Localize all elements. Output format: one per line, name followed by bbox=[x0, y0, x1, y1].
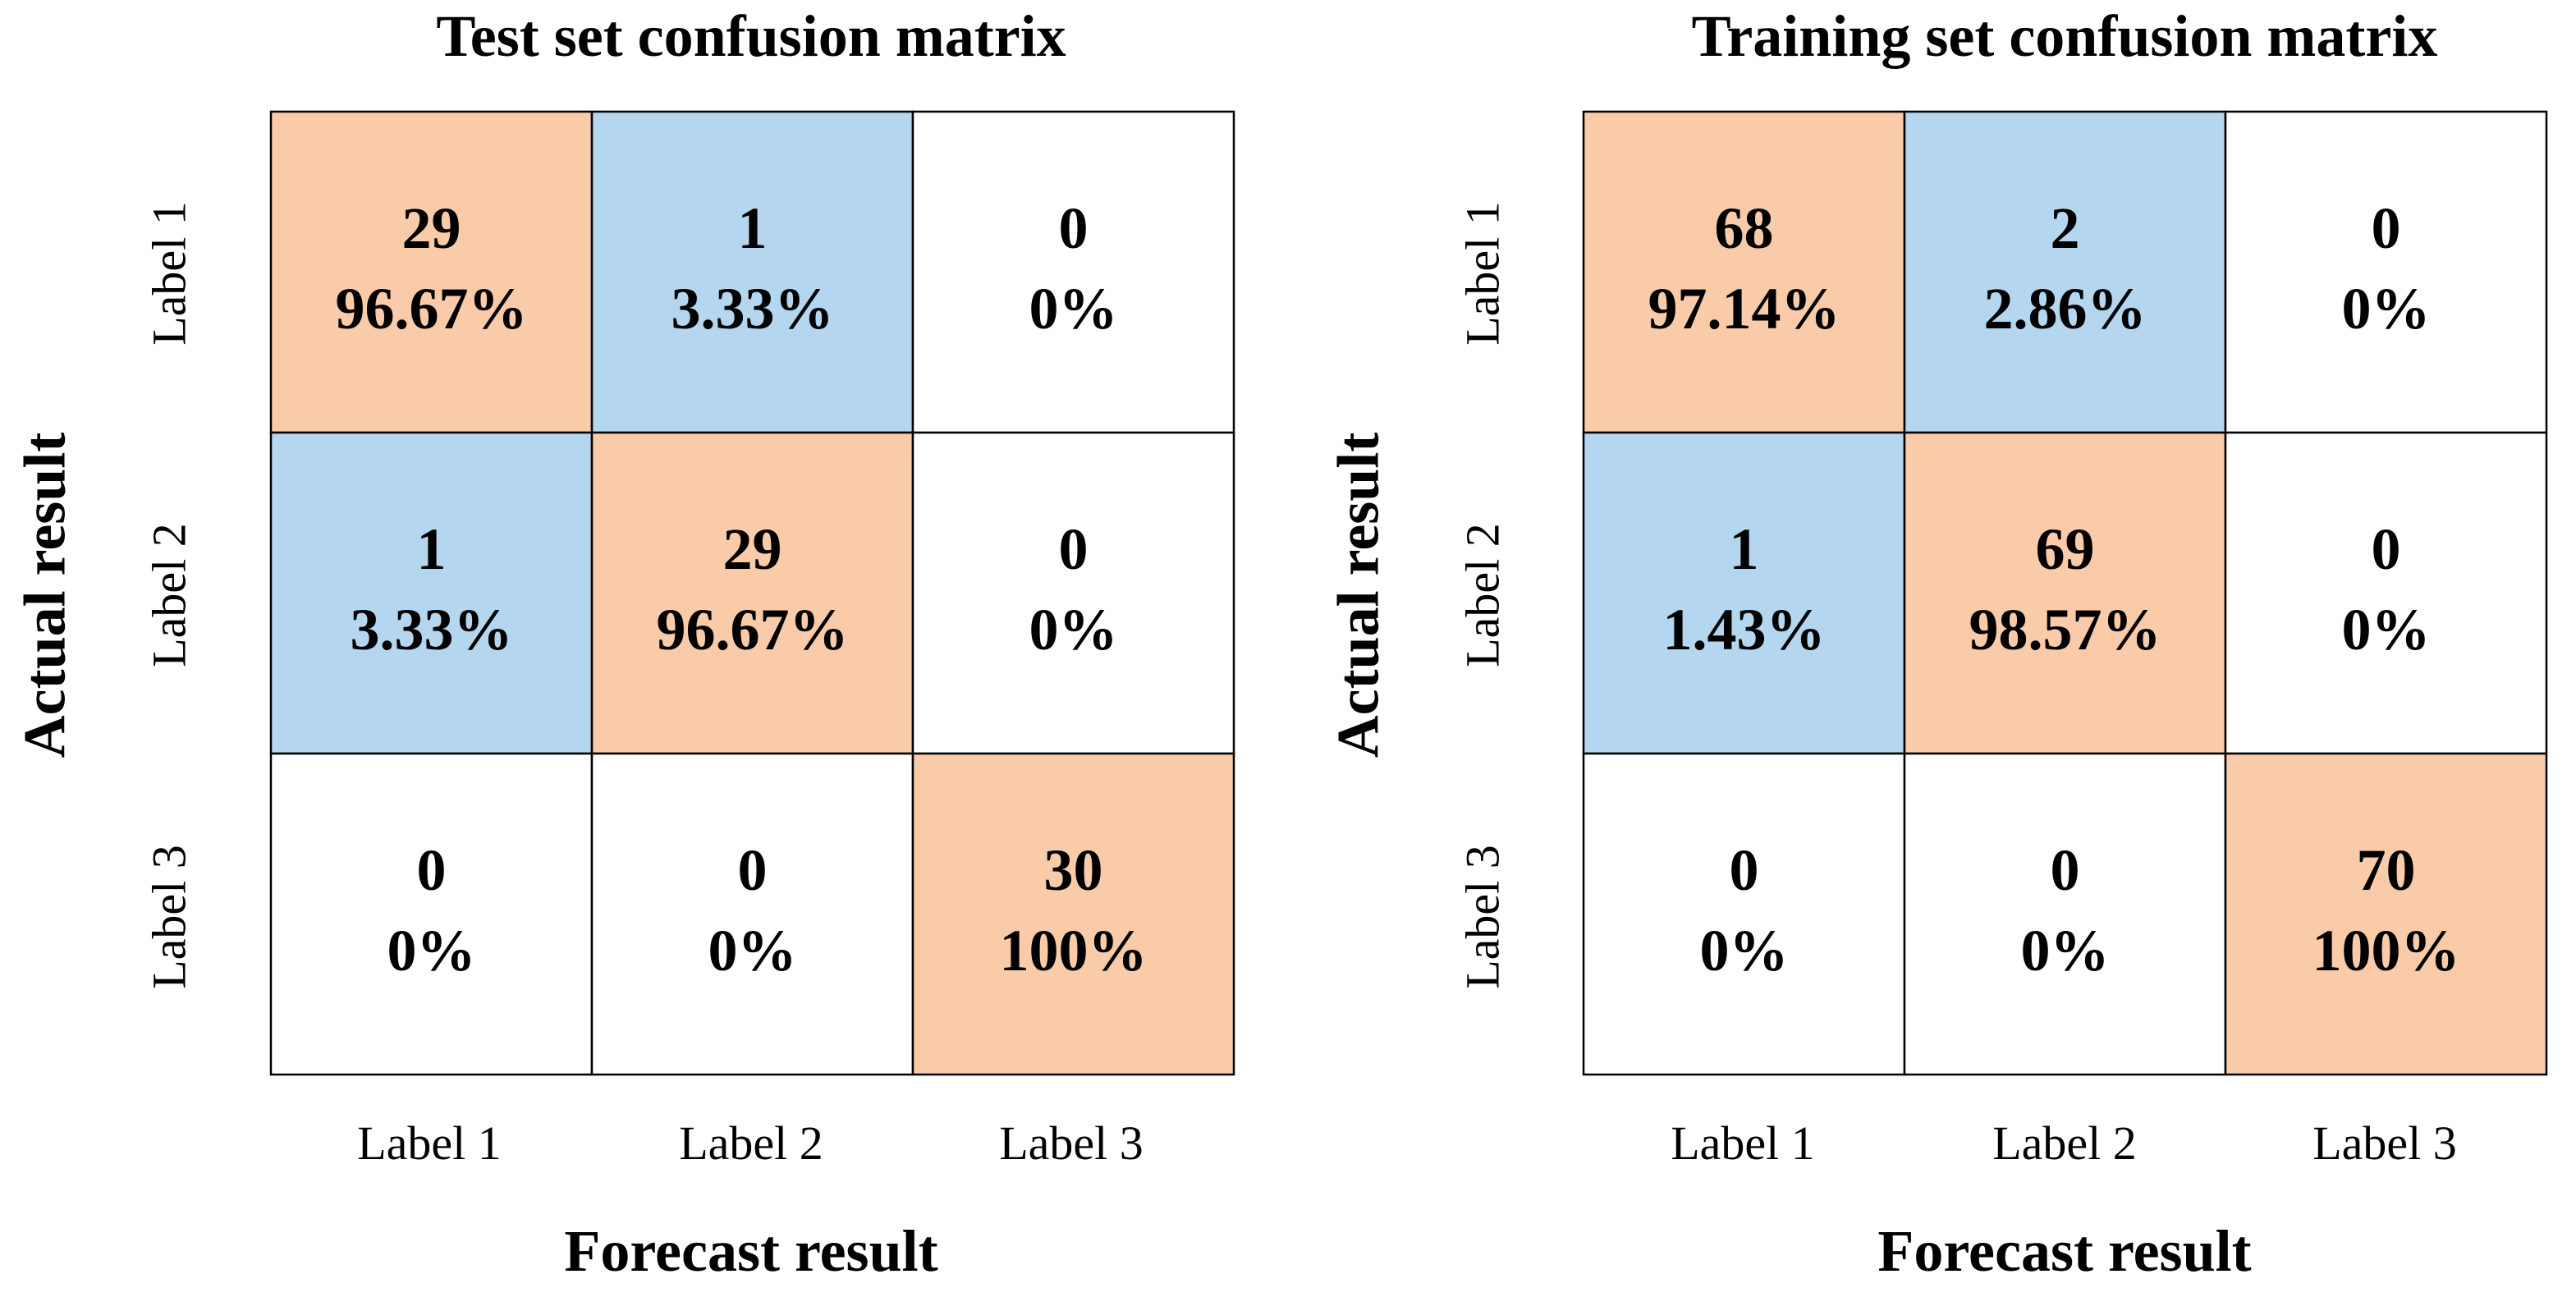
test-cell-3-3 bbox=[911, 752, 1235, 1076]
training-cell-percent-1-1: 97.14% bbox=[1648, 276, 1840, 341]
training-cell-3-3 bbox=[2224, 752, 2548, 1076]
training-matrix: 68 97.14% 2 2.86% 0 0% 1 1.43% 69 98.57% 0 0% 0 0% 0 0%… bbox=[1582, 110, 2548, 1076]
training-y-tick-2: Label 2 bbox=[1455, 523, 1509, 667]
test-cell-percent-3-2: 0% bbox=[708, 918, 797, 983]
test-cell-percent-1-1: 96.67% bbox=[336, 276, 528, 341]
training-cell-count-3-1: 0 bbox=[1730, 837, 1759, 903]
test-cell-percent-2-1: 3.33% bbox=[351, 597, 513, 662]
test-cell-count-3-2: 0 bbox=[738, 837, 768, 903]
test-cell-percent-1-3: 0% bbox=[1029, 276, 1118, 341]
test-cell-count-1-1: 29 bbox=[402, 195, 461, 261]
training-cell-1-1 bbox=[1582, 110, 1906, 434]
test-y-tick-1: Label 1 bbox=[142, 201, 195, 346]
test-cell-count-1-3: 0 bbox=[1059, 195, 1089, 261]
training-title: Training set confusion matrix bbox=[1692, 3, 2438, 69]
training-x-tick-3: Label 3 bbox=[2312, 1116, 2457, 1170]
training-cell-percent-2-1: 1.43% bbox=[1663, 597, 1826, 662]
training-cell-1-3 bbox=[2224, 110, 2548, 434]
training-cell-percent-2-2: 98.57% bbox=[1969, 597, 2161, 662]
training-cell-count-3-3: 70 bbox=[2357, 837, 2416, 903]
training-cell-1-2 bbox=[1903, 110, 2227, 434]
training-y-tick-1: Label 1 bbox=[1455, 201, 1509, 346]
training-x-tick-2: Label 2 bbox=[1992, 1116, 2137, 1170]
test-cell-1-2 bbox=[590, 110, 914, 434]
test-panel: Test set confusion matrix 29 96.67% 1 3.33%… bbox=[12, 3, 1235, 1284]
training-cell-percent-3-1: 0% bbox=[1700, 918, 1789, 983]
training-cell-count-3-2: 0 bbox=[2051, 837, 2080, 903]
training-y-axis-title: Actual result bbox=[1326, 433, 1391, 758]
test-cell-count-3-3: 30 bbox=[1044, 837, 1103, 903]
test-x-tick-3: Label 3 bbox=[999, 1116, 1144, 1170]
test-x-tick-2: Label 2 bbox=[679, 1116, 823, 1170]
test-cell-percent-1-2: 3.33% bbox=[672, 276, 834, 341]
test-cell-count-3-1: 0 bbox=[417, 837, 447, 903]
test-cell-2-1 bbox=[269, 431, 594, 755]
training-y-tick-3: Label 3 bbox=[1455, 845, 1509, 989]
training-cell-count-1-2: 2 bbox=[2051, 195, 2080, 261]
training-cell-count-1-3: 0 bbox=[2372, 195, 2401, 261]
test-cell-1-3 bbox=[911, 110, 1235, 434]
training-cell-percent-2-3: 0% bbox=[2342, 597, 2431, 662]
test-y-axis-title: Actual result bbox=[12, 433, 78, 758]
test-cell-2-3 bbox=[911, 431, 1235, 755]
training-cell-count-2-3: 0 bbox=[2372, 516, 2401, 582]
training-x-tick-1: Label 1 bbox=[1671, 1116, 1815, 1170]
test-y-tick-3: Label 3 bbox=[142, 845, 195, 989]
test-cell-count-2-2: 29 bbox=[723, 516, 782, 582]
test-cell-count-1-2: 1 bbox=[738, 195, 768, 261]
test-cell-2-2 bbox=[590, 431, 914, 755]
test-cell-3-2 bbox=[590, 752, 914, 1076]
training-cell-2-1 bbox=[1582, 431, 1906, 755]
training-panel: Training set confusion matrix 68 97.14% 2 2… bbox=[1326, 3, 2548, 1284]
training-cell-percent-1-3: 0% bbox=[2342, 276, 2431, 341]
training-cell-count-1-1: 68 bbox=[1715, 195, 1774, 261]
training-cell-percent-1-2: 2.86% bbox=[1984, 276, 2147, 341]
test-cell-count-2-3: 0 bbox=[1059, 516, 1089, 582]
training-x-axis-title: Forecast result bbox=[1877, 1218, 2251, 1284]
test-cell-percent-3-3: 100% bbox=[1000, 918, 1148, 983]
test-title: Test set confusion matrix bbox=[436, 3, 1066, 69]
test-cell-percent-2-2: 96.67% bbox=[657, 597, 849, 662]
test-cell-3-1 bbox=[269, 752, 594, 1076]
test-cell-1-1 bbox=[269, 110, 594, 434]
test-cell-percent-3-1: 0% bbox=[387, 918, 476, 983]
training-cell-count-2-1: 1 bbox=[1730, 516, 1759, 582]
test-x-tick-1: Label 1 bbox=[357, 1116, 502, 1170]
training-cell-2-3 bbox=[2224, 431, 2548, 755]
test-cell-count-2-1: 1 bbox=[417, 516, 447, 582]
test-y-tick-2: Label 2 bbox=[142, 523, 195, 667]
training-cell-percent-3-3: 100% bbox=[2312, 918, 2460, 983]
training-cell-3-1 bbox=[1582, 752, 1906, 1076]
test-cell-percent-2-3: 0% bbox=[1029, 597, 1118, 662]
training-cell-3-2 bbox=[1903, 752, 2227, 1076]
training-cell-2-2 bbox=[1903, 431, 2227, 755]
test-matrix: 29 96.67% 1 3.33% 0 0% 1 3.33% 29 96.67% 0 0% 0 0% 0 0%… bbox=[269, 110, 1235, 1076]
training-cell-count-2-2: 69 bbox=[2036, 516, 2095, 582]
training-cell-percent-3-2: 0% bbox=[2021, 918, 2110, 983]
test-x-axis-title: Forecast result bbox=[564, 1218, 937, 1284]
